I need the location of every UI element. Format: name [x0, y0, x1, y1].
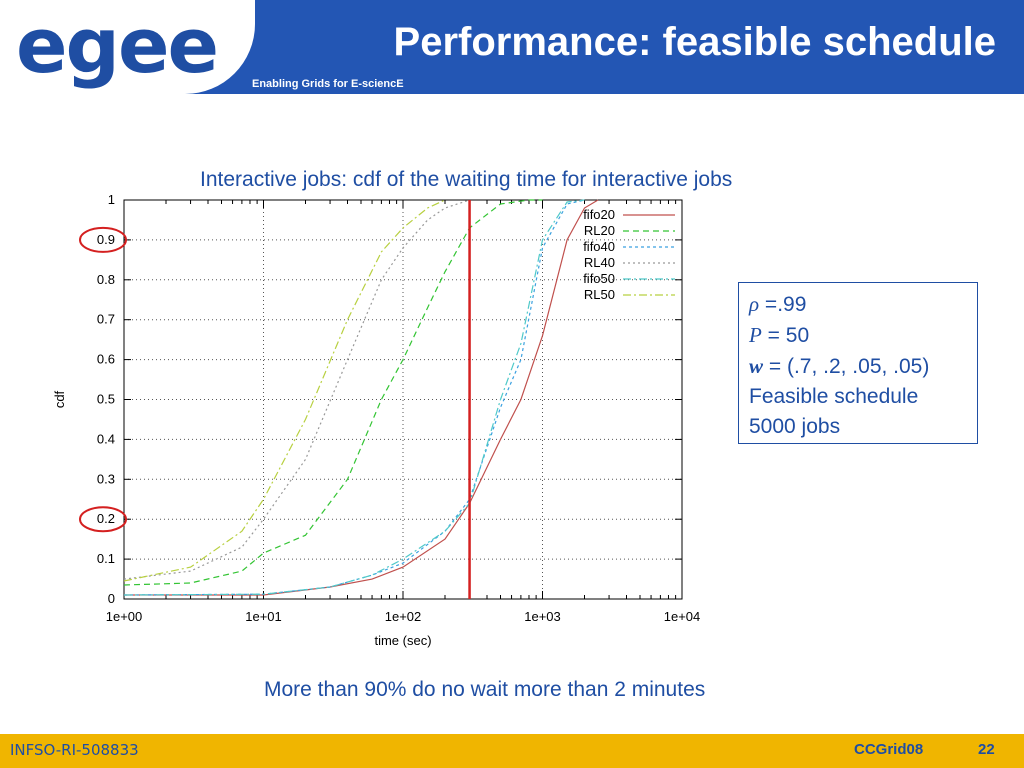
egee-logo: egee: [16, 1, 219, 90]
header-bar: egee Performance: feasible schedule Enab…: [0, 0, 1024, 94]
x-tick-label: 1e+04: [664, 609, 701, 624]
y-tick-label: 0.9: [97, 232, 115, 247]
jobs-line: 5000 jobs: [749, 415, 841, 438]
rho-value: =.99: [759, 293, 807, 316]
legend-label: fifo20: [583, 207, 615, 222]
legend-label: RL20: [584, 223, 615, 238]
slide-caption: More than 90% do no wait more than 2 min…: [264, 678, 706, 701]
y-tick-label: 0: [108, 591, 115, 606]
rho-line: ρ =.99: [749, 289, 967, 320]
series-line-fifo20: [124, 199, 599, 596]
legend-label: fifo40: [583, 239, 615, 254]
w-line: w = (.7, .2, .05, .05): [749, 351, 967, 382]
legend-label: RL40: [584, 255, 615, 270]
series-line-fifo40: [123, 199, 585, 596]
y-tick-label: 0.7: [97, 312, 115, 327]
cdf-line-chart: 0 0.1 0.2 0.3 0.4 0.5 0.6 0.7 0.8 0.9 1 1e+00 1e+01 1…: [52, 192, 701, 648]
y-tick-label: 0.5: [97, 392, 115, 407]
y-tick-label: 0.4: [97, 431, 115, 446]
w-value: = (.7, .2, .05, .05): [763, 355, 930, 378]
legend-label: RL50: [584, 287, 615, 302]
w-symbol: w: [749, 354, 764, 378]
slide-title: Performance: feasible schedule: [393, 20, 996, 64]
footer-event: CCGrid08: [854, 741, 924, 758]
chart-title: Interactive jobs: cdf of the waiting tim…: [200, 168, 733, 191]
y-tick-label: 0.1: [97, 551, 115, 566]
schedule-line: Feasible schedule: [749, 385, 919, 408]
series-line-RL40: [123, 199, 470, 580]
p-symbol: P: [749, 323, 762, 347]
logo-area: egee: [0, 0, 255, 94]
x-axis-label: time (sec): [374, 633, 431, 648]
highlight-circle: [79, 506, 127, 533]
y-axis-label: cdf: [52, 390, 67, 408]
x-tick-label: 1e+00: [106, 609, 143, 624]
page-number: 22: [978, 741, 995, 758]
series-line-fifo50: [123, 199, 585, 596]
series-line-RL50: [123, 199, 446, 582]
y-tick-label: 1: [108, 192, 115, 207]
parameter-box: ρ =.99 P = 50 w = (.7, .2, .05, .05) Fea…: [738, 282, 978, 444]
legend-label: fifo50: [583, 271, 615, 286]
footer-bar: [0, 734, 1024, 768]
footer-project-id: INFSO-RI-508833: [10, 741, 139, 759]
p-line: P = 50: [749, 320, 967, 351]
x-tick-label: 1e+03: [524, 609, 561, 624]
p-value: = 50: [761, 324, 810, 347]
highlight-circle: [79, 226, 127, 253]
x-tick-label: 1e+01: [245, 609, 282, 624]
y-tick-label: 0.3: [97, 471, 115, 486]
slide-subtitle: Enabling Grids for E-sciencE: [252, 78, 404, 90]
y-tick-label: 0.6: [97, 352, 115, 367]
y-tick-label: 0.8: [97, 272, 115, 287]
rho-symbol: ρ: [749, 292, 760, 316]
x-tick-label: 1e+02: [385, 609, 422, 624]
y-tick-label: 0.2: [97, 511, 115, 526]
series-line-RL20: [123, 199, 543, 586]
